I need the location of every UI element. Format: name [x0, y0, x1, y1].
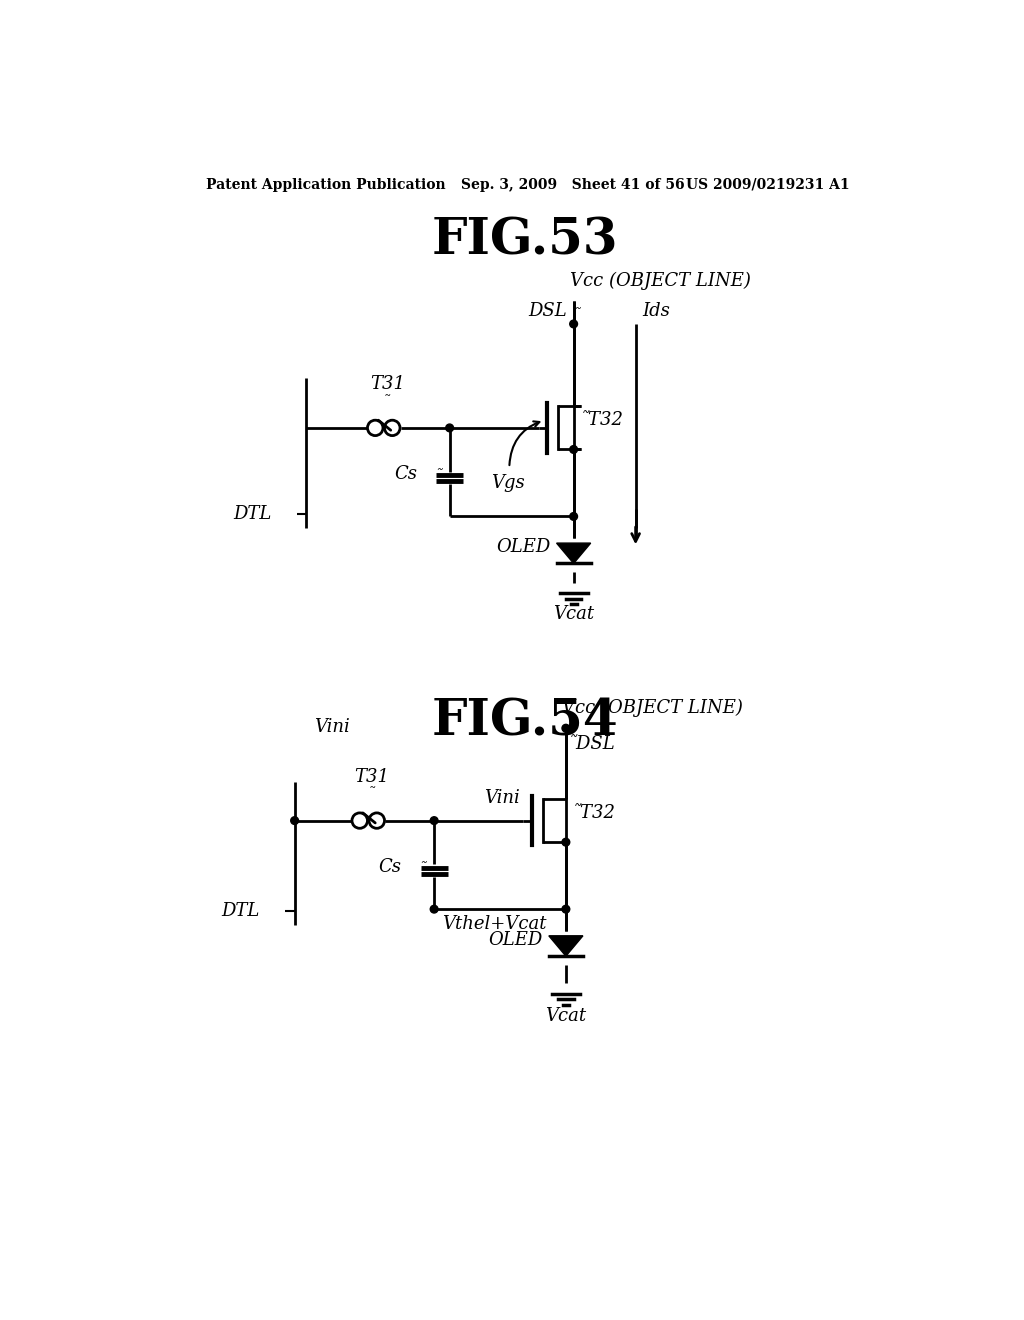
- Text: Cs: Cs: [394, 465, 417, 483]
- Text: Vcat: Vcat: [553, 605, 594, 623]
- Polygon shape: [557, 543, 591, 564]
- Circle shape: [562, 906, 569, 913]
- Circle shape: [368, 420, 383, 436]
- Text: ˜: ˜: [566, 549, 573, 564]
- Text: ˜: ˜: [419, 862, 426, 876]
- Circle shape: [562, 838, 569, 846]
- Text: FIG.53: FIG.53: [431, 216, 618, 265]
- Text: Vthel+Vcat: Vthel+Vcat: [442, 915, 547, 933]
- Circle shape: [569, 512, 578, 520]
- Circle shape: [430, 906, 438, 913]
- Text: ˜DSL: ˜DSL: [567, 735, 615, 752]
- Text: T31: T31: [354, 768, 389, 785]
- Text: DTL: DTL: [233, 506, 271, 523]
- Text: ˜T32: ˜T32: [572, 804, 616, 822]
- Circle shape: [430, 817, 438, 825]
- Text: ˜: ˜: [558, 942, 565, 956]
- Text: T31: T31: [370, 375, 406, 393]
- Text: ˜: ˜: [384, 395, 391, 409]
- Circle shape: [445, 424, 454, 432]
- Text: ˜: ˜: [434, 470, 441, 483]
- Text: Vcat: Vcat: [546, 1007, 587, 1024]
- Circle shape: [369, 813, 385, 829]
- Circle shape: [569, 321, 578, 327]
- Text: Patent Application Publication: Patent Application Publication: [206, 178, 445, 191]
- Circle shape: [385, 420, 400, 436]
- Text: Vini: Vini: [314, 718, 350, 737]
- Circle shape: [352, 813, 368, 829]
- Text: Vcc (OBJECT LINE): Vcc (OBJECT LINE): [569, 272, 751, 290]
- Text: Vcc (OBJECT LINE): Vcc (OBJECT LINE): [562, 700, 742, 718]
- Circle shape: [569, 446, 578, 453]
- Text: Vgs: Vgs: [490, 474, 524, 492]
- Text: US 2009/0219231 A1: US 2009/0219231 A1: [686, 178, 850, 191]
- Text: DSL: DSL: [528, 302, 567, 321]
- Text: ˜T32: ˜T32: [580, 412, 624, 429]
- Text: Sep. 3, 2009   Sheet 41 of 56: Sep. 3, 2009 Sheet 41 of 56: [461, 178, 685, 191]
- Circle shape: [562, 725, 569, 733]
- Text: Ids: Ids: [642, 302, 670, 321]
- Text: FIG.54: FIG.54: [431, 697, 618, 746]
- Text: Vini: Vini: [484, 789, 520, 807]
- Polygon shape: [549, 936, 583, 956]
- Text: ˜: ˜: [572, 309, 580, 322]
- Text: Cs: Cs: [379, 858, 401, 875]
- Text: DTL: DTL: [221, 902, 260, 920]
- Text: OLED: OLED: [496, 539, 550, 556]
- Text: OLED: OLED: [488, 931, 543, 949]
- Circle shape: [291, 817, 299, 825]
- Text: ˜: ˜: [369, 787, 376, 801]
